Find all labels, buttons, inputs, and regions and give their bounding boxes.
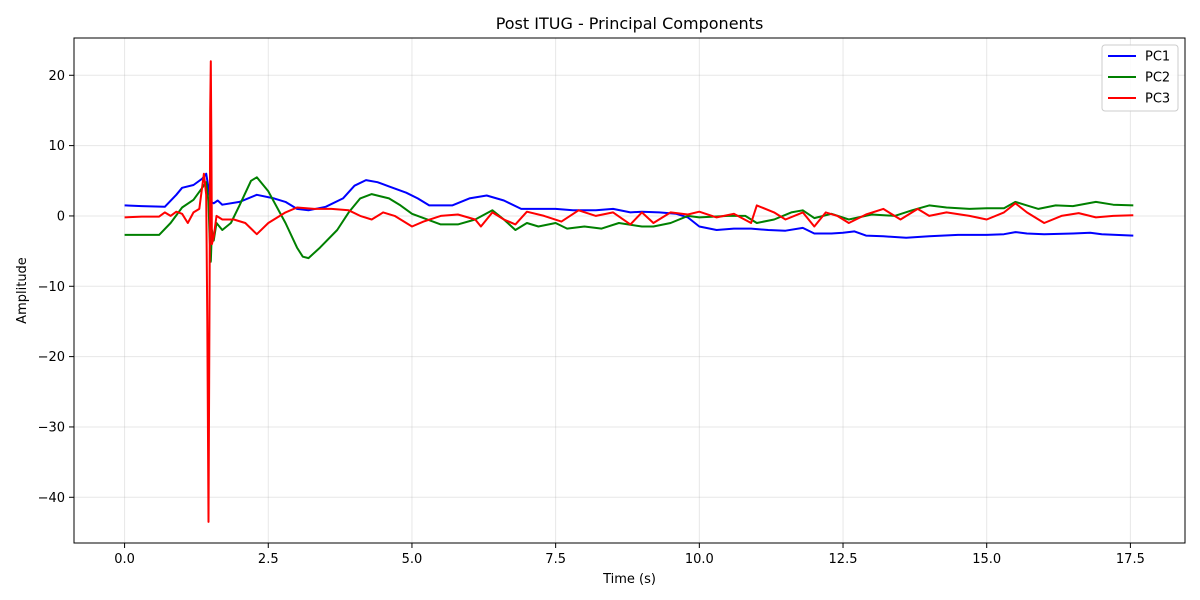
chart-title: Post ITUG - Principal Components xyxy=(496,14,764,33)
legend-label-pc2: PC2 xyxy=(1145,71,1170,86)
x-tick-label: 2.5 xyxy=(258,552,279,567)
plot-frame xyxy=(73,37,1186,544)
series-line-pc1 xyxy=(124,172,1134,239)
y-tick-label: 10 xyxy=(48,139,65,154)
x-tick-label: 12.5 xyxy=(829,552,858,567)
x-axis-label: Time (s) xyxy=(602,572,656,587)
axis-ticks: 0.0 2.5 5.0 7.5 10.0 12.5 15.0 17.5 20 10 0 −10 −20 −… xyxy=(38,69,1145,567)
y-tick-label: 0 xyxy=(57,209,65,224)
y-tick-label: −20 xyxy=(38,350,65,365)
x-tick-label: 5.0 xyxy=(402,552,423,567)
series-lines xyxy=(124,60,1134,523)
y-tick-label: −10 xyxy=(38,280,65,295)
legend-box xyxy=(1101,44,1179,112)
y-tick-label: 20 xyxy=(48,69,65,84)
x-tick-label: 17.5 xyxy=(1116,552,1145,567)
legend-label-pc1: PC1 xyxy=(1145,50,1170,65)
y-axis-label: Amplitude xyxy=(15,257,30,324)
legend: PC1 PC2 PC3 xyxy=(1101,44,1179,112)
x-tick-label: 7.5 xyxy=(545,552,566,567)
x-tick-label: 15.0 xyxy=(972,552,1001,567)
series-line-pc3 xyxy=(124,60,1134,523)
grid xyxy=(74,38,1185,543)
x-tick-label: 0.0 xyxy=(114,552,135,567)
x-tick-label: 10.0 xyxy=(685,552,714,567)
y-tick-label: −40 xyxy=(38,491,65,506)
legend-label-pc3: PC3 xyxy=(1145,92,1170,107)
y-tick-label: −30 xyxy=(38,420,65,435)
